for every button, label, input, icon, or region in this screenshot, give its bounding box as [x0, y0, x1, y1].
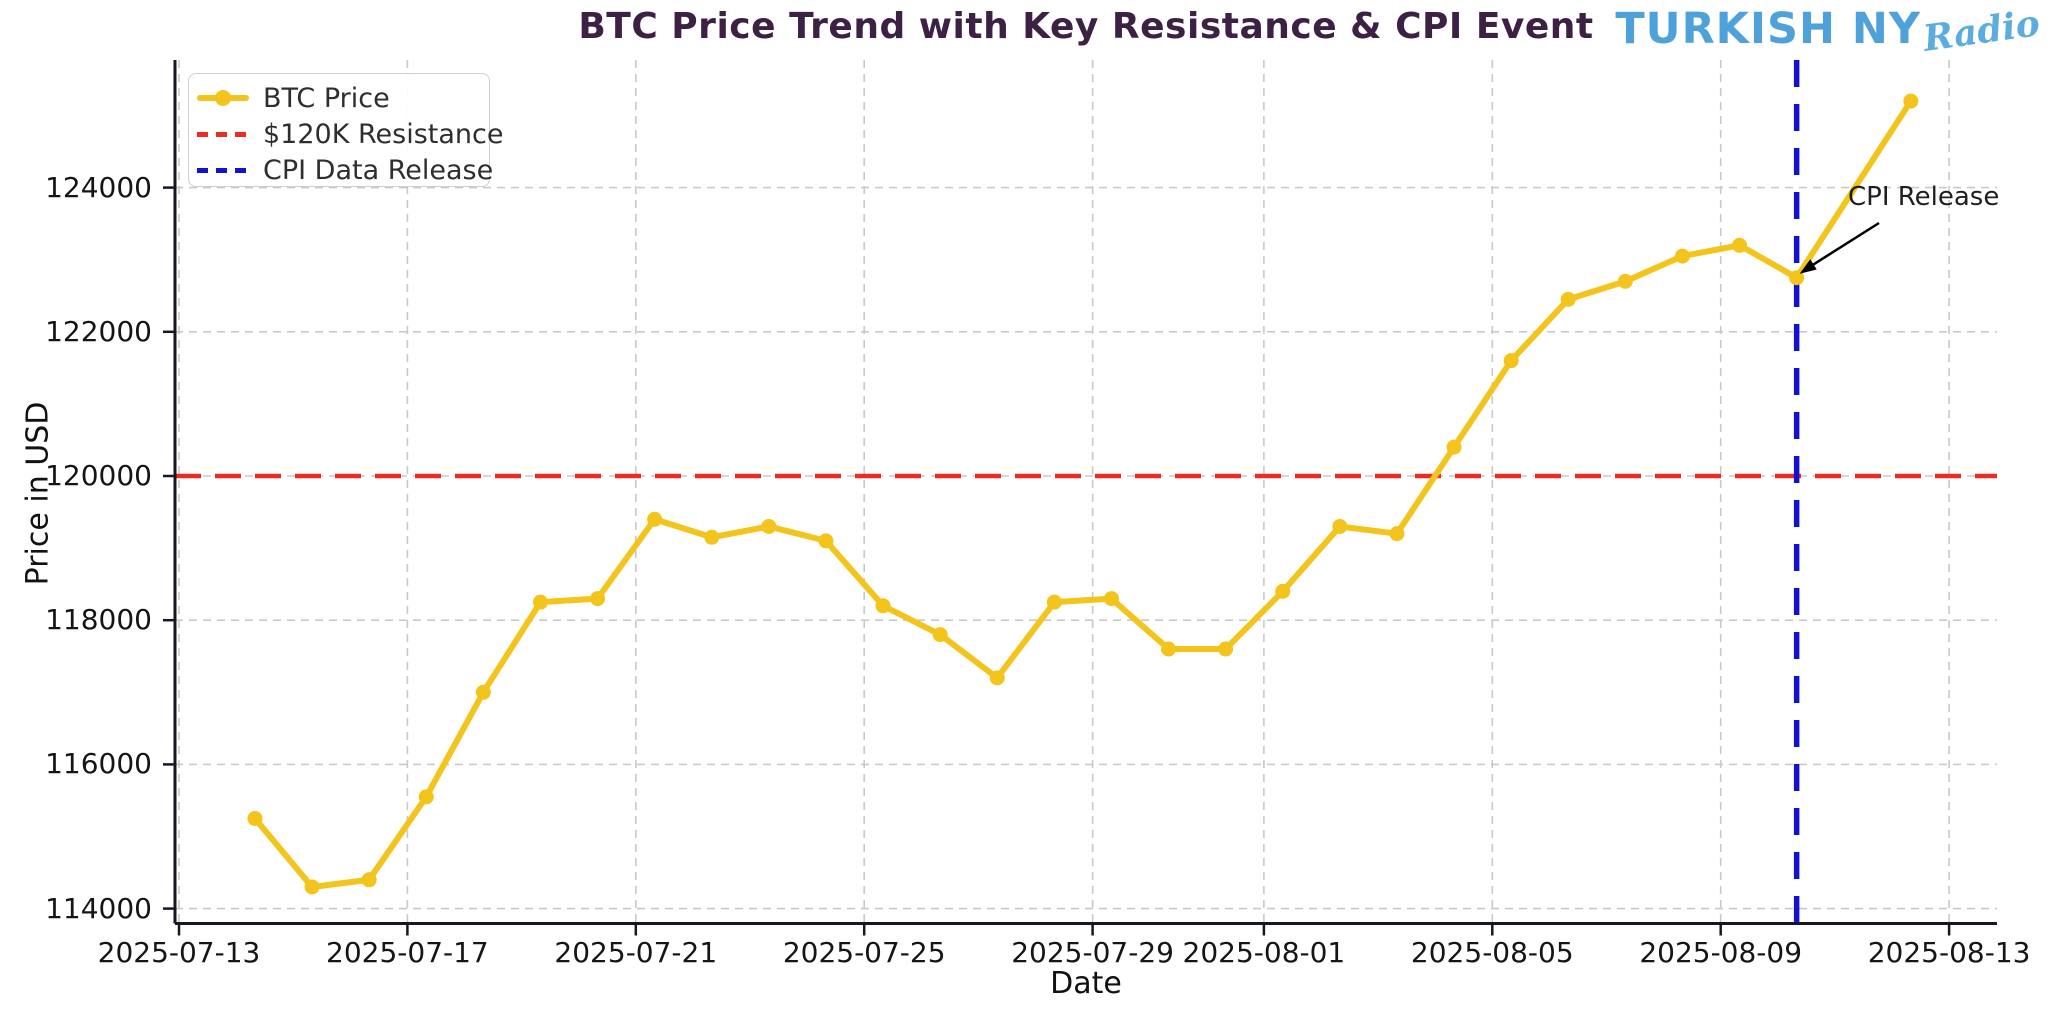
btc-price-marker	[818, 533, 834, 549]
btc-price-marker	[989, 670, 1005, 686]
x-tick-label: 2025-07-21	[554, 936, 718, 969]
x-tick-label: 2025-08-01	[1182, 936, 1346, 969]
legend-label: BTC Price	[263, 82, 390, 114]
x-tick-label: 2025-07-29	[1011, 936, 1174, 969]
legend-label: CPI Data Release	[263, 154, 494, 186]
btc-price-marker	[1275, 583, 1291, 599]
btc-price-marker	[704, 529, 720, 545]
x-axis-title: Date	[1050, 966, 1122, 1001]
y-tick-label: 116000	[45, 747, 152, 781]
legend-label: $120K Resistance	[263, 118, 504, 150]
btc-price-marker	[1617, 273, 1633, 289]
btc-price-marker	[932, 627, 948, 643]
btc-price-marker	[1446, 439, 1462, 455]
btc-price-marker	[1674, 248, 1690, 264]
y-tick-label: 114000	[45, 891, 152, 925]
y-tick-label: 122000	[45, 314, 152, 348]
x-tick-label: 2025-08-09	[1639, 936, 1803, 969]
legend-swatch-btc-price	[197, 90, 249, 106]
legend: BTC Price $120K Resistance CPI Data Rele…	[188, 73, 504, 188]
btc-price-marker	[532, 594, 548, 610]
btc-price-marker	[475, 684, 491, 700]
brand-logo: TURKISH NYRadio	[1615, 2, 2042, 60]
legend-swatch-cpi-release	[197, 167, 249, 173]
btc-price-marker	[647, 511, 663, 527]
x-tick-label: 2025-08-13	[1867, 936, 2031, 969]
x-tick-label: 2025-08-05	[1410, 936, 1574, 969]
legend-item-resistance: $120K Resistance	[197, 116, 504, 152]
btc-price-marker	[1503, 353, 1519, 369]
btc-price-marker	[1218, 641, 1234, 657]
y-tick-label: 120000	[45, 459, 152, 492]
x-tick-label: 2025-07-25	[782, 936, 946, 969]
x-tick-label: 2025-07-13	[97, 936, 261, 969]
btc-price-marker	[1332, 518, 1348, 534]
btc-price-marker	[247, 810, 263, 826]
btc-price-marker	[304, 879, 320, 895]
btc-price-marker	[1161, 641, 1177, 657]
btc-price-marker	[1389, 526, 1405, 542]
legend-swatch-resistance	[197, 131, 249, 137]
btc-price-line	[251, 98, 1914, 890]
annotation-arrow-line	[1812, 221, 1880, 266]
annotation-arrow-head	[1799, 259, 1817, 274]
btc-price-marker	[590, 591, 606, 607]
x-tick-label: 2025-07-17	[326, 936, 489, 969]
btc-price-marker	[1103, 591, 1119, 607]
y-tick-label: 118000	[45, 603, 152, 637]
btc-price-marker	[1732, 237, 1748, 253]
brand-suffix: Radio	[1920, 2, 2043, 60]
legend-item-cpi-release: CPI Data Release	[197, 152, 493, 188]
btc-price-marker	[418, 789, 434, 805]
btc-price-marker	[761, 518, 777, 534]
btc-price-marker	[361, 872, 377, 888]
chart-title: BTC Price Trend with Key Resistance & CP…	[578, 6, 1594, 47]
btc-price-marker	[875, 598, 891, 614]
btc-price-marker	[1560, 291, 1576, 307]
btc-price-marker	[1046, 594, 1062, 610]
brand-name: TURKISH NY	[1615, 4, 1922, 54]
y-tick-label: 124000	[45, 170, 152, 204]
btc-price-marker	[1789, 270, 1805, 286]
annotation-cpi-release: CPI Release	[1848, 182, 2000, 212]
y-axis-title: Price in USD	[20, 401, 56, 586]
btc-price-marker	[1903, 93, 1919, 109]
legend-item-btc-price: BTC Price	[197, 80, 489, 116]
